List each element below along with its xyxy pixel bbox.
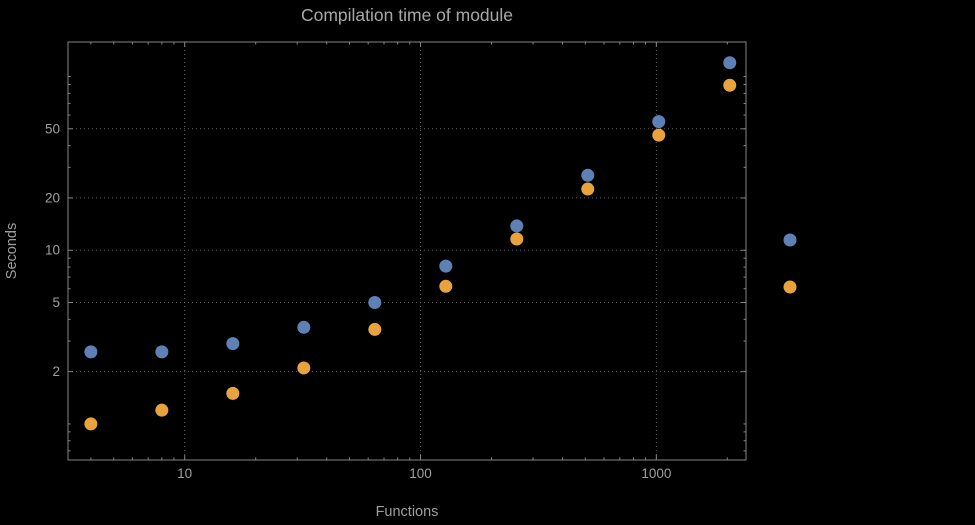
y-tick-label: 2 — [52, 364, 60, 379]
data-point-series-blue — [581, 168, 595, 182]
data-point-series-blue — [439, 259, 453, 273]
data-point-series-orange — [510, 232, 524, 246]
data-point-series-blue — [155, 345, 169, 359]
data-point-series-blue — [723, 56, 737, 70]
y-tick-label: 10 — [45, 243, 60, 258]
plot-frame — [67, 41, 747, 461]
data-point-series-orange — [155, 403, 169, 417]
y-tick-label: 20 — [45, 190, 60, 205]
data-point-series-orange — [84, 417, 98, 431]
y-tick-label: 5 — [52, 295, 60, 310]
data-point-series-orange — [226, 386, 240, 400]
x-axis-label: Functions — [375, 504, 439, 520]
x-tick-label: 10 — [177, 466, 192, 481]
data-point-series-blue — [297, 320, 311, 334]
data-point-series-orange — [297, 361, 311, 375]
x-tick-label: 100 — [409, 466, 432, 481]
data-point-series-blue — [84, 345, 98, 359]
data-point-series-orange — [723, 78, 737, 92]
legend-marker-series-blue — [783, 233, 797, 247]
y-tick-label: 50 — [45, 121, 60, 136]
chart-title: Compilation time of module — [300, 5, 514, 25]
y-axis-label: Seconds — [4, 222, 20, 280]
data-point-series-orange — [439, 279, 453, 293]
data-point-series-orange — [652, 128, 666, 142]
data-point-series-blue — [510, 219, 524, 233]
data-point-series-blue — [226, 337, 240, 351]
legend-marker-series-orange — [783, 280, 797, 294]
data-point-series-blue — [368, 296, 382, 310]
data-point-series-blue — [652, 115, 666, 129]
x-tick-label: 1000 — [641, 466, 671, 481]
data-point-series-orange — [581, 182, 595, 196]
data-point-series-orange — [368, 322, 382, 336]
